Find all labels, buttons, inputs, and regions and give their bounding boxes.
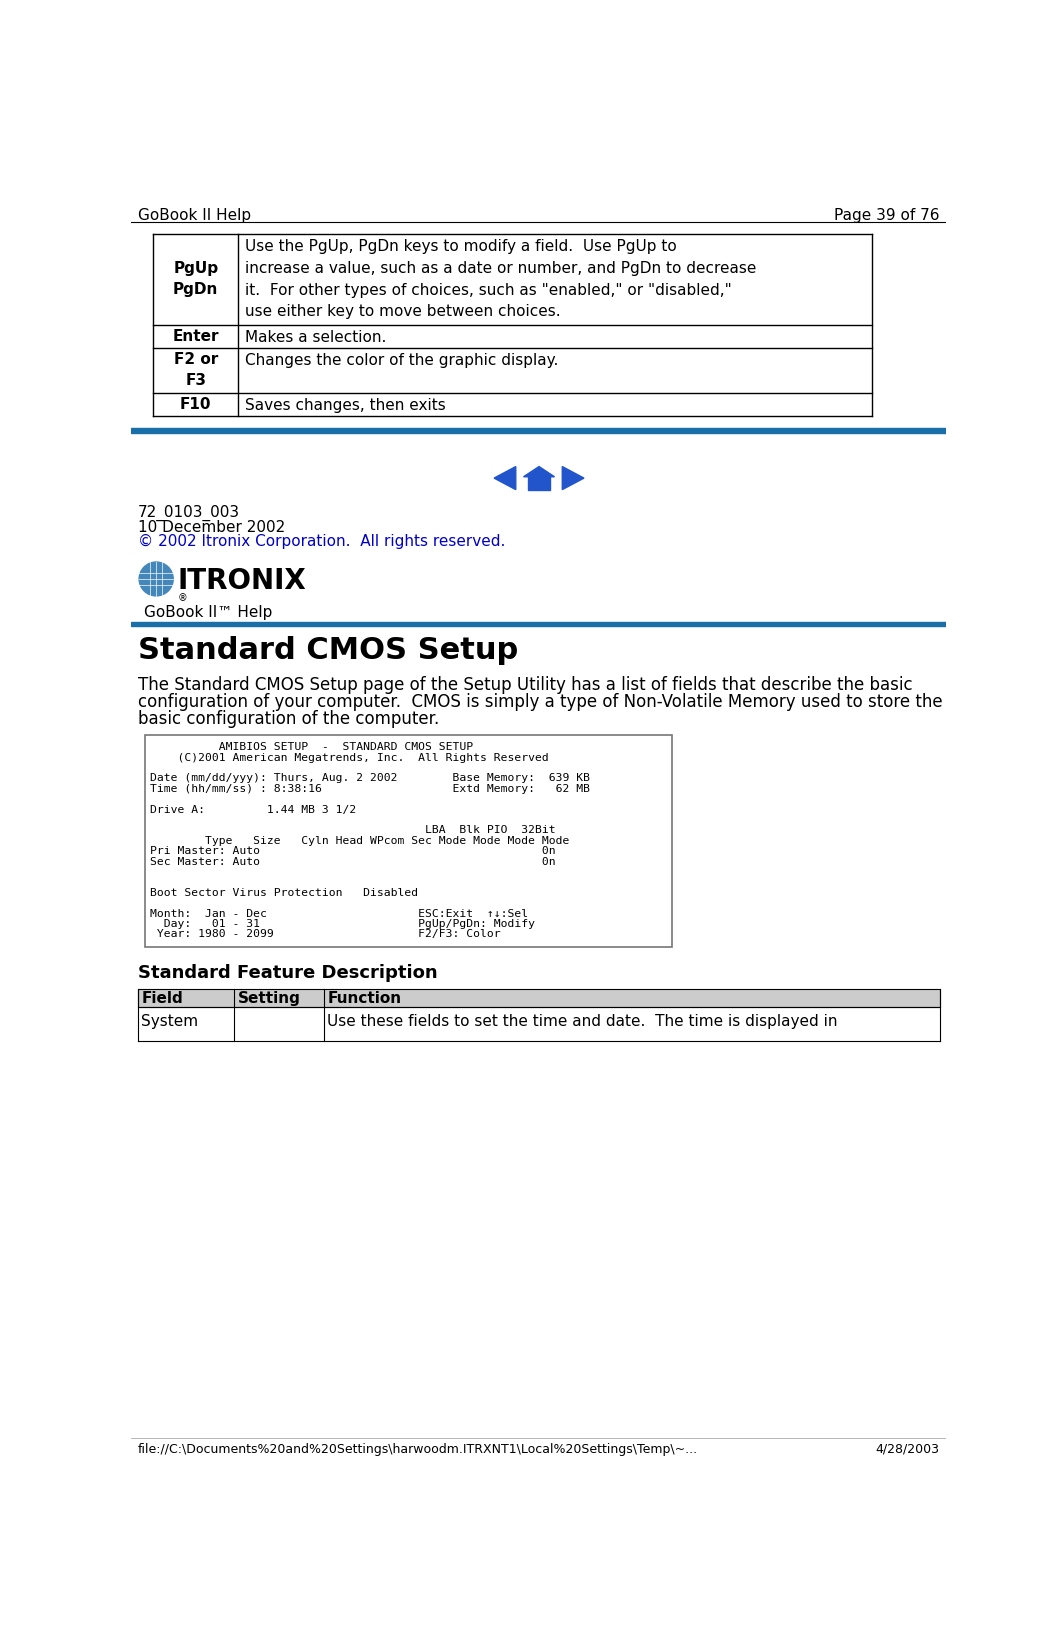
Bar <box>145 734 673 947</box>
Text: AMIBIOS SETUP  -  STANDARD CMOS SETUP: AMIBIOS SETUP - STANDARD CMOS SETUP <box>150 742 473 752</box>
Text: Page 39 of 76: Page 39 of 76 <box>834 209 940 223</box>
Text: Year: 1980 - 2099                     F2/F3: Color: Year: 1980 - 2099 F2/F3: Color <box>150 929 500 939</box>
Text: 4/28/2003: 4/28/2003 <box>875 1443 940 1456</box>
Text: basic configuration of the computer.: basic configuration of the computer. <box>138 709 439 727</box>
Text: ITRONIX: ITRONIX <box>178 566 307 594</box>
Text: Sec Master: Auto                                         0n: Sec Master: Auto 0n <box>150 857 556 867</box>
Text: 72_0103_003: 72_0103_003 <box>138 506 240 521</box>
Text: System: System <box>142 1013 199 1028</box>
Text: GoBook II™ Help: GoBook II™ Help <box>144 606 272 621</box>
Text: Enter: Enter <box>172 328 219 343</box>
Text: file://C:\Documents%20and%20Settings\harwoodm.ITRXNT1\Local%20Settings\Temp\~...: file://C:\Documents%20and%20Settings\har… <box>138 1443 698 1456</box>
Text: Pri Master: Auto                                         0n: Pri Master: Auto 0n <box>150 846 556 855</box>
Text: F10: F10 <box>180 397 211 412</box>
Text: Setting: Setting <box>239 990 302 1005</box>
Text: Use the PgUp, PgDn keys to modify a field.  Use PgUp to
increase a value, such a: Use the PgUp, PgDn keys to modify a fiel… <box>245 240 756 319</box>
Text: Standard Feature Description: Standard Feature Description <box>138 964 437 982</box>
Text: ®: ® <box>178 593 188 603</box>
Text: Month:  Jan - Dec                      ESC:Exit  ↑↓:Sel: Month: Jan - Dec ESC:Exit ↑↓:Sel <box>150 908 528 918</box>
Text: GoBook II Help: GoBook II Help <box>138 209 251 223</box>
Text: Time (hh/mm/ss) : 8:38:16                   Extd Memory:   62 MB: Time (hh/mm/ss) : 8:38:16 Extd Memory: 6… <box>150 783 590 793</box>
Text: Boot Sector Virus Protection   Disabled: Boot Sector Virus Protection Disabled <box>150 888 418 898</box>
Text: (C)2001 American Megatrends, Inc.  All Rights Reserved: (C)2001 American Megatrends, Inc. All Ri… <box>150 752 549 762</box>
Text: Type   Size   Cyln Head WPcom Sec Mode Mode Mode Mode: Type Size Cyln Head WPcom Sec Mode Mode … <box>150 836 570 846</box>
Polygon shape <box>523 466 555 476</box>
Bar <box>131 622 946 626</box>
Bar <box>131 429 946 433</box>
Text: The Standard CMOS Setup page of the Setup Utility has a list of fields that desc: The Standard CMOS Setup page of the Setu… <box>138 677 912 695</box>
Circle shape <box>139 562 173 596</box>
Bar <box>138 988 940 1008</box>
Text: Standard CMOS Setup: Standard CMOS Setup <box>138 635 518 665</box>
Text: Day:   01 - 31                       PgUp/PgDn: Modify: Day: 01 - 31 PgUp/PgDn: Modify <box>150 920 535 929</box>
Text: Saves changes, then exits: Saves changes, then exits <box>245 397 446 414</box>
Text: Makes a selection.: Makes a selection. <box>245 330 386 345</box>
Text: LBA  Blk PIO  32Bit: LBA Blk PIO 32Bit <box>150 826 556 836</box>
Text: Use these fields to set the time and date.  The time is displayed in: Use these fields to set the time and dat… <box>328 1013 838 1028</box>
Text: 10 December 2002: 10 December 2002 <box>138 519 285 535</box>
Text: © 2002 Itronix Corporation.  All rights reserved.: © 2002 Itronix Corporation. All rights r… <box>138 534 504 550</box>
Text: Function: Function <box>328 990 401 1005</box>
Bar <box>529 475 550 489</box>
Text: Date (mm/dd/yyy): Thurs, Aug. 2 2002        Base Memory:  639 KB: Date (mm/dd/yyy): Thurs, Aug. 2 2002 Bas… <box>150 773 590 783</box>
Text: Changes the color of the graphic display.: Changes the color of the graphic display… <box>245 353 558 368</box>
Polygon shape <box>494 466 516 489</box>
Text: PgUp
PgDn: PgUp PgDn <box>173 261 219 297</box>
Text: F2 or
F3: F2 or F3 <box>173 353 218 388</box>
Text: Drive A:         1.44 MB 3 1/2: Drive A: 1.44 MB 3 1/2 <box>150 805 356 814</box>
Text: configuration of your computer.  CMOS is simply a type of Non-Volatile Memory us: configuration of your computer. CMOS is … <box>138 693 942 711</box>
Text: Field: Field <box>142 990 183 1005</box>
Polygon shape <box>562 466 584 489</box>
